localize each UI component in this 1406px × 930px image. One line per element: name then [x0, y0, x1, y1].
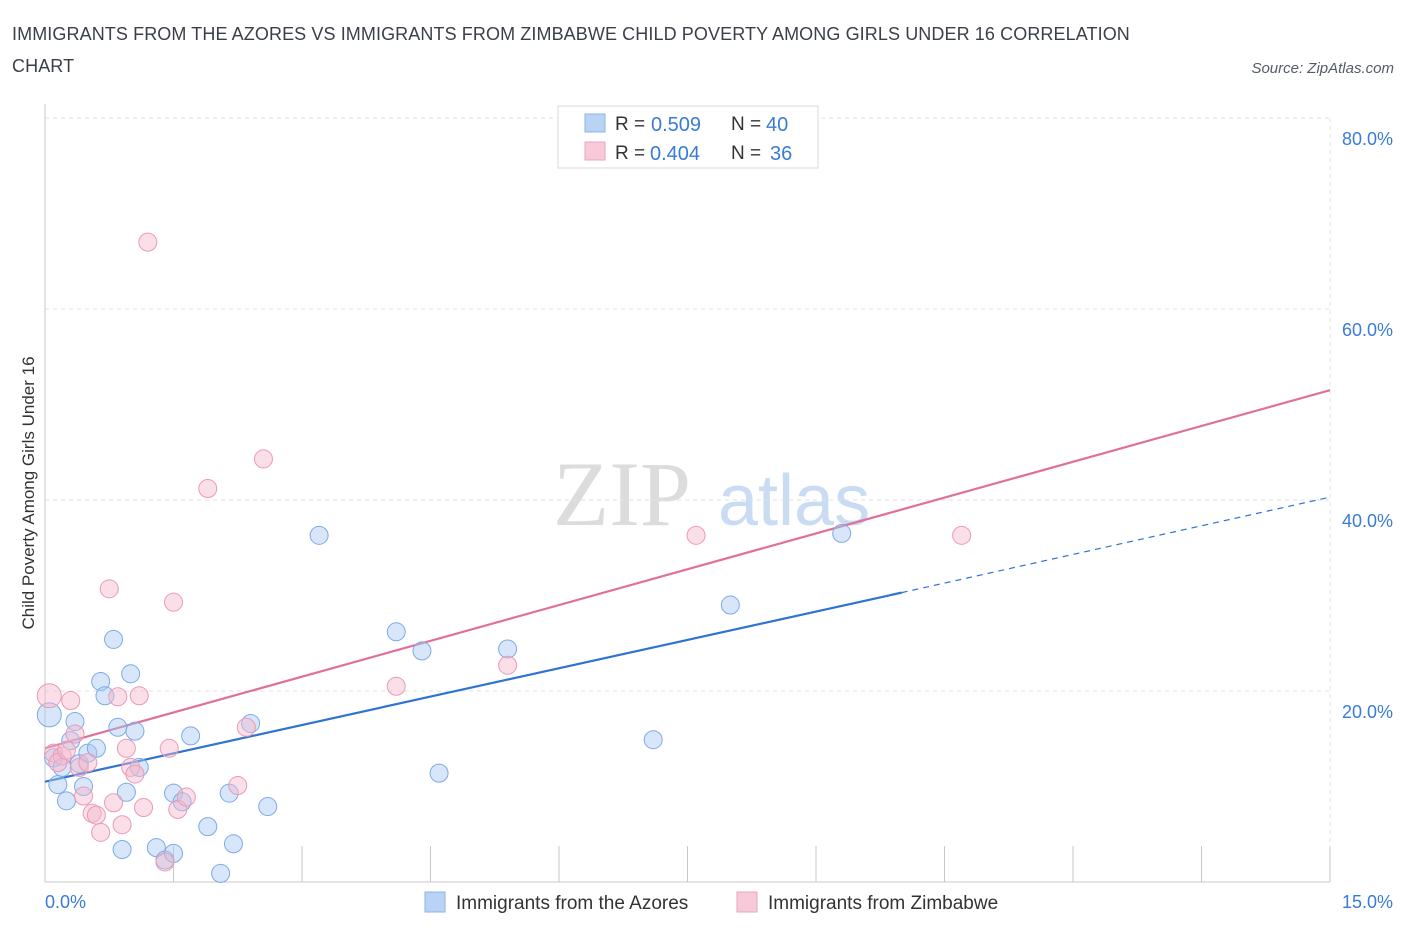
- y-axis-title: Child Poverty Among Girls Under 16: [19, 356, 38, 629]
- point-azores: [104, 629, 124, 649]
- point-azores: [429, 763, 449, 783]
- x-tick-label-min: 0.0%: [45, 892, 86, 912]
- watermark-atlas: atlas: [718, 461, 870, 541]
- bottom-legend-swatch-azores: [424, 891, 446, 913]
- legend-r-value-zimbabwe: 0.404: [650, 143, 700, 165]
- bottom-legend-label-zimbabwe: Immigrants from Zimbabwe: [768, 893, 998, 914]
- gridlines: [45, 117, 1331, 882]
- point-zimbabwe: [36, 683, 62, 709]
- point-zimbabwe: [164, 592, 183, 612]
- point-zimbabwe: [198, 479, 218, 499]
- point-azores: [86, 738, 106, 758]
- point-zimbabwe: [56, 740, 76, 760]
- point-azores: [720, 595, 740, 615]
- point-zimbabwe: [228, 776, 248, 796]
- bottom-legend-swatch-zimbabwe: [736, 891, 758, 913]
- point-zimbabwe: [138, 232, 158, 252]
- point-zimbabwe: [952, 525, 972, 545]
- bottom-legend-label-azores: Immigrants from the Azores: [456, 893, 688, 914]
- point-azores: [643, 730, 663, 750]
- point-zimbabwe: [134, 798, 154, 818]
- point-zimbabwe: [236, 717, 256, 737]
- trend-lines: [44, 389, 1331, 783]
- point-azores: [223, 834, 243, 854]
- point-azores: [181, 726, 201, 746]
- point-zimbabwe: [112, 815, 132, 835]
- trend-extension-azores: [901, 496, 1331, 594]
- point-azores: [78, 743, 98, 763]
- point-zimbabwe: [69, 757, 89, 777]
- legend-swatch-zimbabwe: [584, 141, 606, 161]
- legend-r-value-azores: 0.509: [651, 114, 701, 136]
- data-points: [36, 232, 972, 883]
- point-azores: [91, 671, 111, 691]
- point-zimbabwe: [116, 738, 136, 758]
- point-zimbabwe: [386, 676, 406, 696]
- point-zimbabwe: [125, 764, 145, 784]
- point-azores: [258, 797, 278, 817]
- x-tick-label-max: 15.0%: [1342, 892, 1393, 912]
- y-tick-label: 20.0%: [1342, 702, 1393, 722]
- point-azores: [36, 702, 62, 728]
- legend-n-label-zimbabwe: N =: [731, 143, 761, 164]
- legend-n-label-azores: N =: [731, 114, 761, 135]
- legend-n-value-azores: 40: [766, 114, 788, 136]
- legend-r-label-zimbabwe: R =: [615, 143, 645, 164]
- source-credit: Source: ZipAtlas.com: [1251, 60, 1394, 77]
- axes: 20.0% 40.0% 60.0% 80.0% 0.0% 15.0%: [44, 104, 1393, 912]
- point-azores: [211, 863, 231, 883]
- point-azores: [832, 523, 852, 543]
- point-zimbabwe: [686, 525, 706, 545]
- point-zimbabwe: [129, 686, 149, 706]
- y-tick-label: 80.0%: [1342, 129, 1393, 149]
- point-azores: [198, 817, 218, 837]
- point-zimbabwe: [176, 787, 196, 807]
- chart-title: IMMIGRANTS FROM THE AZORES VS IMMIGRANTS…: [12, 24, 1130, 76]
- legend-r-label-azores: R =: [615, 114, 645, 135]
- bottom-legend: Immigrants from the Azores Immigrants fr…: [424, 891, 998, 914]
- y-tick-label: 60.0%: [1342, 320, 1393, 340]
- point-zimbabwe: [99, 579, 119, 599]
- point-zimbabwe: [253, 449, 273, 469]
- point-azores: [74, 777, 94, 796]
- point-zimbabwe: [86, 805, 106, 825]
- point-azores: [48, 775, 68, 795]
- point-zimbabwe: [498, 655, 518, 675]
- trend-line-zimbabwe: [44, 389, 1331, 750]
- legend-n-value-zimbabwe: 36: [770, 143, 792, 165]
- point-azores: [108, 717, 128, 737]
- trend-line-azores: [44, 591, 902, 783]
- point-azores: [412, 641, 432, 661]
- point-azores: [386, 622, 406, 642]
- point-zimbabwe: [61, 691, 81, 711]
- point-zimbabwe: [91, 822, 111, 842]
- point-azores: [56, 791, 76, 811]
- point-azores: [125, 721, 145, 741]
- point-zimbabwe: [65, 724, 85, 744]
- point-zimbabwe: [155, 852, 175, 872]
- point-zimbabwe: [78, 753, 98, 773]
- point-azores: [116, 782, 136, 802]
- point-zimbabwe: [159, 738, 179, 758]
- point-azores: [309, 525, 329, 545]
- point-zimbabwe: [74, 786, 94, 806]
- watermark-zip: ZIP: [553, 443, 691, 545]
- point-zimbabwe: [108, 687, 128, 707]
- legend-box: R = 0.509 N = 40 R = 0.404 N = 36: [557, 105, 819, 169]
- legend-swatch-azores: [584, 113, 606, 133]
- y-tick-label: 40.0%: [1342, 511, 1393, 531]
- point-zimbabwe: [104, 793, 124, 813]
- point-azores: [121, 664, 141, 684]
- point-azores: [498, 639, 518, 659]
- point-azores: [112, 840, 132, 860]
